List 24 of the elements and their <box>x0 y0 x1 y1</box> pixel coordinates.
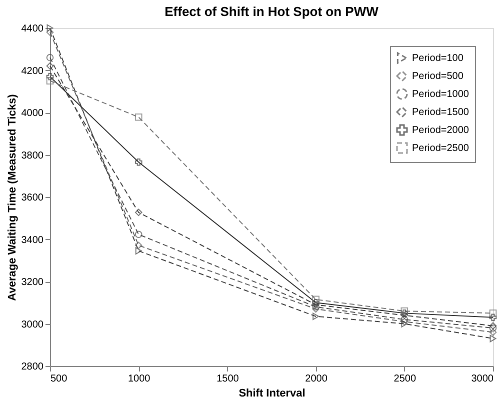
y-tick-label: 3600 <box>21 192 44 204</box>
y-tick-label: 4200 <box>21 66 44 77</box>
legend-label: Period=500 <box>412 71 464 82</box>
y-axis-title: Average Waiting Time (Measured Ticks) <box>6 94 18 301</box>
legend-label: Period=2000 <box>412 125 470 136</box>
y-tick-label: 2800 <box>21 362 44 372</box>
y-tick-label: 3400 <box>21 234 44 246</box>
y-tick-label: 3000 <box>21 319 44 330</box>
x-axis-title: Shift Interval <box>238 388 306 400</box>
y-tick-label: 4400 <box>21 24 44 34</box>
x-tick-label: 2000 <box>305 374 328 384</box>
x-tick-label: 500 <box>50 374 68 384</box>
x-tick-label: 1500 <box>216 374 240 384</box>
y-tick-label: 3800 <box>21 150 44 162</box>
y-tick-label: 4000 <box>21 108 44 119</box>
legend-label: Period=2500 <box>412 143 470 154</box>
legend-label: Period=100 <box>412 53 464 64</box>
chart-title: Effect of Shift in Hot Spot on PWW <box>164 4 380 19</box>
y-tick-label: 3200 <box>21 277 44 288</box>
x-tick-label: 3000 <box>471 374 494 384</box>
legend-label: Period=1000 <box>412 89 470 100</box>
legend-label: Period=1500 <box>412 107 470 118</box>
x-tick-label: 1000 <box>128 374 151 384</box>
x-tick-label: 2500 <box>394 374 416 384</box>
